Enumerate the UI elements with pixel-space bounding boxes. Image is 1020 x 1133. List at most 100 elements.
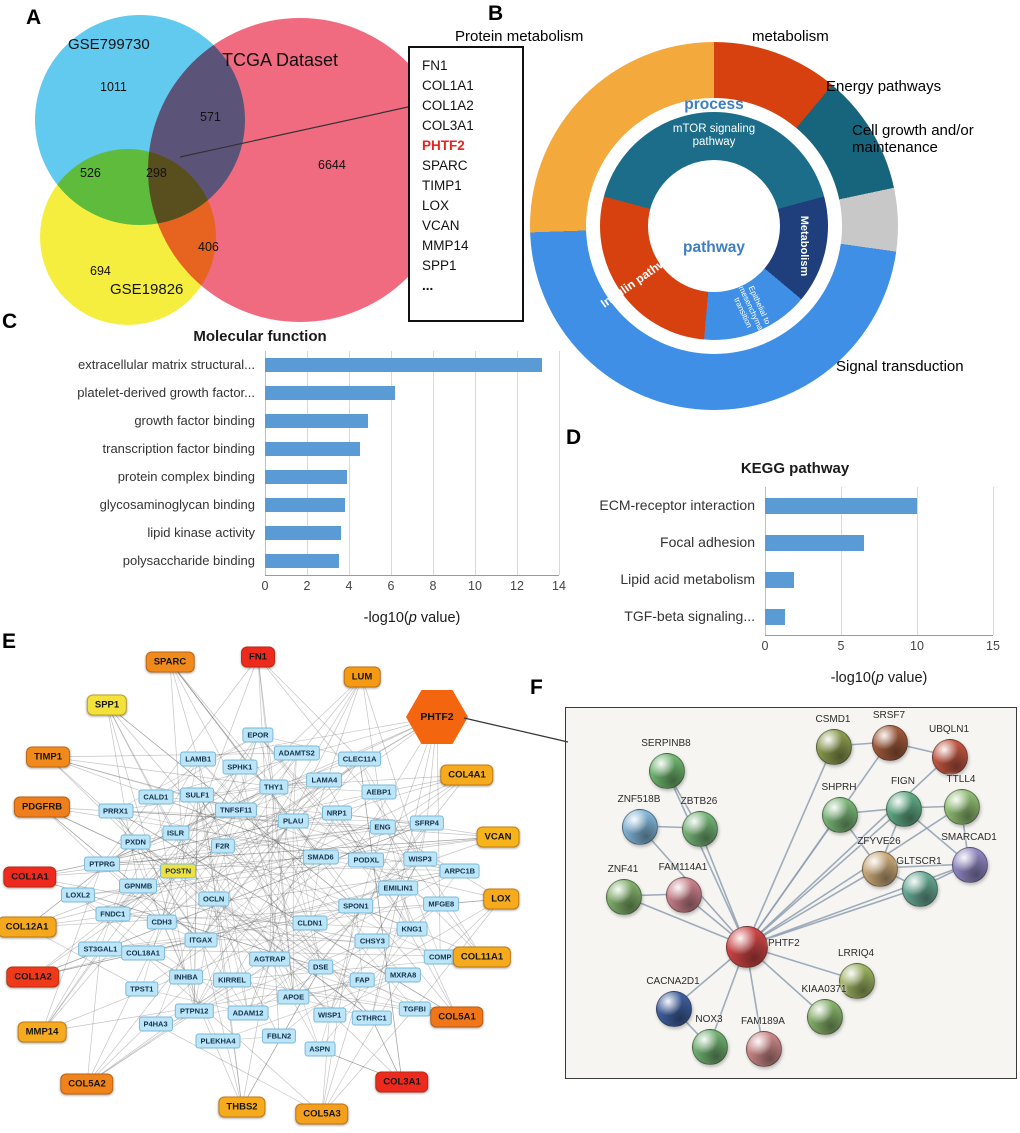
network-edge [86, 779, 325, 1085]
category-label: transcription factor binding [102, 441, 255, 456]
x-axis-title-part: p [875, 670, 884, 686]
network-edge [200, 820, 294, 940]
network-edge [257, 656, 360, 760]
network-edge [359, 759, 403, 1083]
protein-sphere [746, 1031, 782, 1067]
protein-sphere [932, 739, 968, 775]
x-axis-title-part: p [408, 610, 417, 626]
x-axis-title-part: value) [416, 610, 461, 626]
network-gene-node: POSTN [160, 863, 197, 879]
network-edge [86, 979, 233, 1085]
network-gene-node: TGFBI [398, 1001, 431, 1017]
network-edge [745, 755, 950, 947]
phtf2-to-string-connector [463, 717, 569, 743]
network-edge [169, 661, 311, 924]
network-gene-node: COL18A1 [121, 945, 165, 961]
network-gene-node: CLEC11A [337, 751, 382, 767]
network-gene-node: ADAM12 [227, 1005, 269, 1021]
network-edge [106, 704, 139, 887]
outer-ring-label-metabolism: metabolism [752, 28, 829, 45]
bar [265, 470, 347, 484]
protein-sphere [816, 729, 852, 765]
plot-area: extracellular matrix structural... platel… [20, 351, 580, 575]
venn-to-genebox-connector [179, 106, 409, 158]
network-gene-node: P4HA3 [138, 1016, 173, 1032]
category-label: platelet-derived growth factor... [77, 385, 255, 400]
protein-sphere [872, 725, 908, 761]
network-edge [362, 898, 502, 981]
network-gene-node: EPOR [242, 727, 274, 743]
network-gene-node: DSE [307, 959, 334, 975]
network-gene-node: PXDN [120, 834, 151, 850]
x-axis-title-part: -log10( [830, 670, 876, 686]
protein-sphere [902, 871, 938, 907]
x-axis-line [265, 575, 559, 576]
protein-sphere [952, 847, 988, 883]
network-gene-node: OCLN [198, 891, 230, 907]
network-edge [86, 1010, 195, 1085]
bar [765, 571, 794, 588]
network-hub-gene-node: TIMP1 [26, 746, 70, 768]
panel-a-label: A [26, 6, 42, 29]
network-edge [257, 656, 280, 1037]
network-edge [213, 899, 243, 1108]
network-gene-node: PTPN12 [175, 1003, 214, 1019]
protein-sphere [692, 1029, 728, 1065]
network-edge [102, 779, 325, 865]
network-edge [26, 791, 379, 928]
network-edge [269, 958, 415, 1010]
protein-sphere [649, 753, 685, 789]
network-gene-node: CDH3 [146, 914, 177, 930]
network-edge [257, 656, 294, 998]
network-edge [213, 898, 363, 981]
network-edge [745, 805, 962, 947]
network-edge [745, 745, 834, 947]
category-label: growth factor binding [134, 413, 255, 428]
network-edge [622, 895, 747, 947]
network-edge [161, 779, 325, 923]
category-label: lipid kinase activity [147, 525, 255, 540]
outer-ring-label-cell-growth: Cell growth and/or maintenance [852, 122, 974, 156]
network-edge [745, 867, 880, 947]
donut-hole [648, 160, 780, 292]
network-hub-gene-node: THBS2 [218, 1096, 266, 1118]
network-edge [47, 752, 297, 758]
gridline [917, 487, 918, 635]
network-edge [200, 939, 373, 942]
network-edge [41, 913, 114, 1033]
protein-label: ZNF518B [617, 794, 661, 805]
protein-label: ZNF41 [607, 864, 639, 875]
network-edge [200, 836, 499, 940]
tick-label: 10 [910, 639, 924, 653]
network-edge [378, 791, 483, 958]
protein-label: CACNA2D1 [646, 976, 700, 987]
network-hub-gene-node: COL1A1 [3, 866, 57, 888]
category-label: ECM-receptor interaction [599, 497, 755, 513]
network-edge [47, 756, 274, 787]
gene-list-item: COL3A1 [422, 118, 474, 133]
network-gene-node: MFGE8 [423, 896, 460, 912]
connector-line [179, 106, 409, 158]
network-edge [155, 796, 321, 858]
network-edge [222, 845, 294, 998]
network-edge [247, 813, 338, 1014]
protein-sphere [666, 877, 702, 913]
network-edge [371, 716, 438, 1018]
network-edge [115, 779, 325, 811]
protein-label: SMARCAD1 [941, 832, 997, 843]
network-edge [102, 836, 499, 865]
network-edge [112, 676, 363, 915]
network-edge [197, 758, 415, 1009]
network-gene-node: WISP3 [403, 851, 437, 867]
network-gene-node: PTPRG [84, 856, 121, 872]
network-edge [194, 922, 311, 1012]
network-edge [292, 753, 298, 822]
chart-title: Molecular function [193, 328, 327, 345]
inner-ring-label-metabolism: Metabolism [798, 215, 810, 277]
network-edge [321, 1014, 331, 1115]
network-edge [102, 826, 383, 865]
network-gene-node: GPNMB [119, 878, 158, 894]
network-edge [77, 895, 201, 940]
network-gene-node: WISP1 [312, 1007, 347, 1023]
tick-label: 4 [345, 579, 353, 593]
